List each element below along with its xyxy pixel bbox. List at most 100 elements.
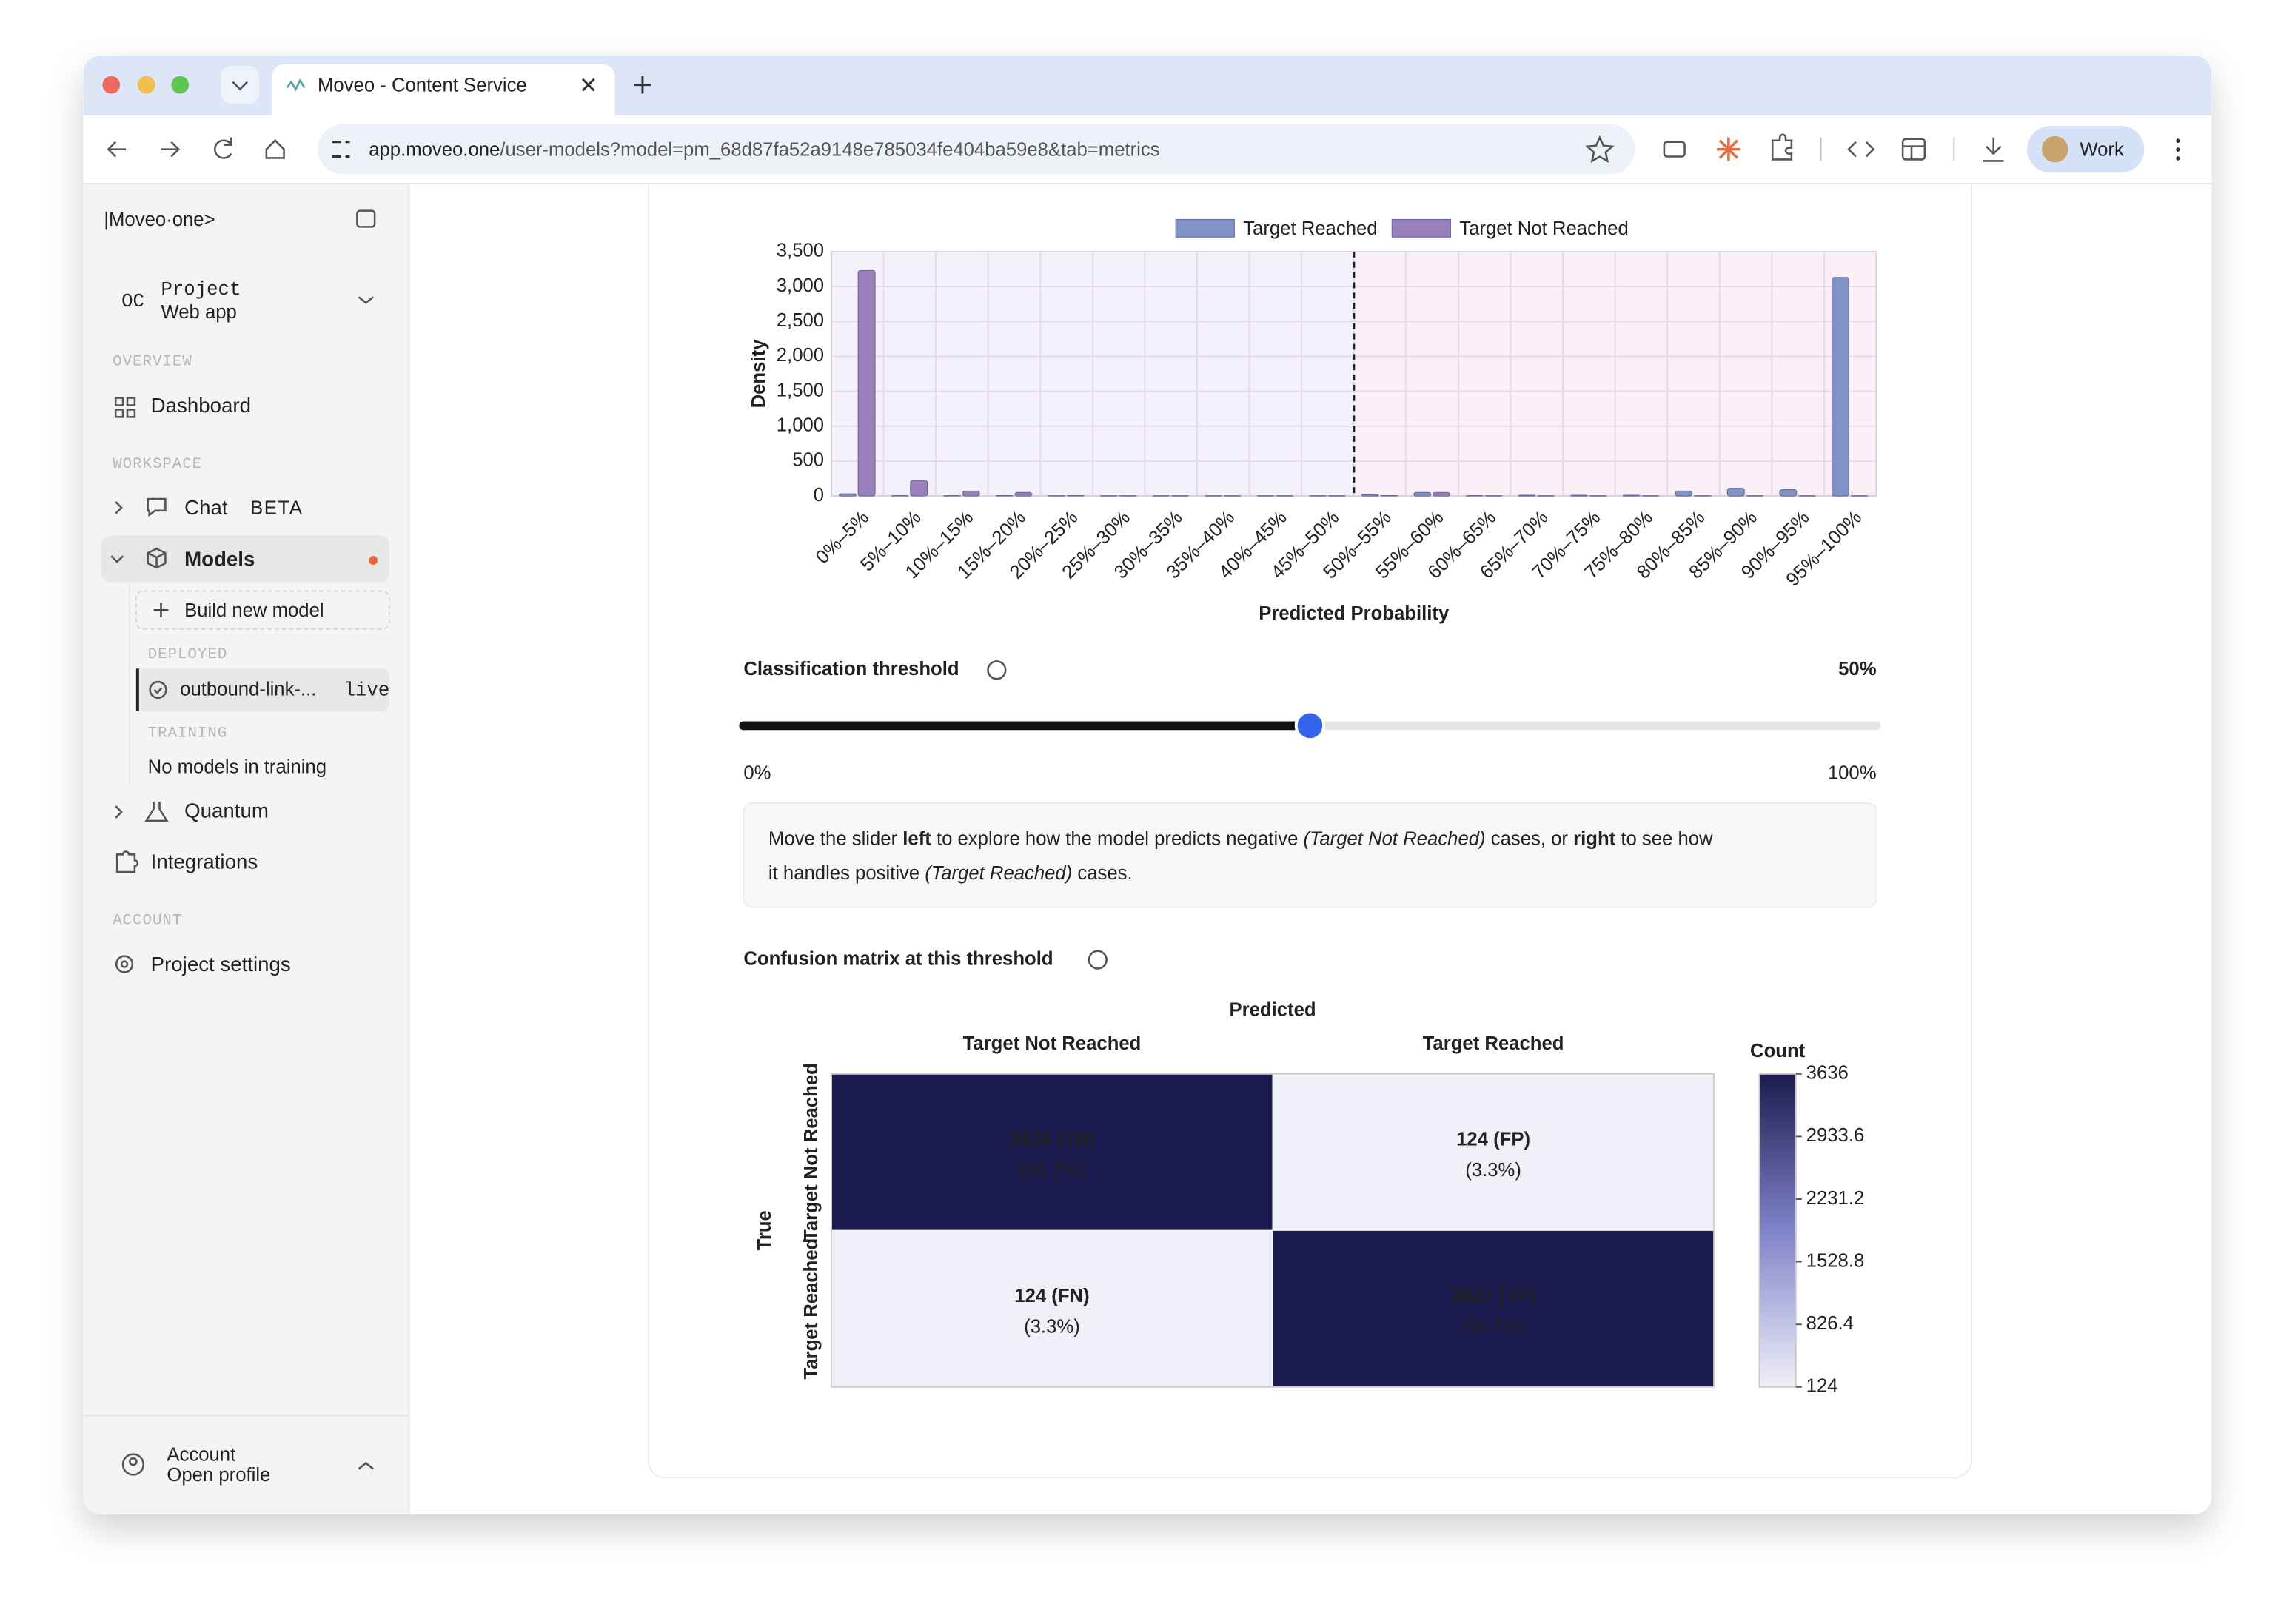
quantum-chevron[interactable] [115, 805, 123, 819]
chat-chevron[interactable] [115, 501, 123, 514]
tab-favicon [286, 78, 306, 92]
downloads-icon[interactable] [1983, 137, 2004, 162]
matrix-frame [830, 1073, 1715, 1388]
deployed-model-name: outbound-link-... [180, 680, 316, 700]
info-segment: Move the slider [768, 828, 902, 849]
cell-percent: (3.3%) [1465, 1160, 1521, 1181]
column-label: Target Not Reached [963, 1033, 1142, 1054]
url[interactable]: app.moveo.one/user-models?model=pm_68d87… [369, 139, 1159, 160]
forward-button[interactable] [161, 141, 181, 158]
build-new-model[interactable] [135, 590, 390, 630]
nav-models-bg [101, 535, 389, 583]
bar [1622, 494, 1641, 497]
info-segment: it handles positive [768, 863, 925, 884]
section-label: ACCOUNT [113, 913, 182, 930]
settings-icon [115, 955, 134, 973]
colorbar-tick-label: 2231.2 [1806, 1188, 1865, 1209]
maximize-window[interactable] [171, 76, 190, 94]
nav-quantum[interactable]: Quantum [184, 799, 269, 822]
quantum-icon [144, 802, 169, 822]
training-empty: No models in training [148, 756, 326, 777]
bar [1570, 494, 1588, 497]
devtools-icon[interactable] [1847, 141, 1875, 158]
logo[interactable]: |Moveo·one> [104, 209, 215, 230]
section-label: TRAINING [148, 725, 228, 742]
account-name[interactable]: Account [167, 1444, 235, 1465]
cell-value: 124 (FN) [1014, 1286, 1089, 1306]
cell-percent: (3.3%) [1024, 1317, 1080, 1338]
slider-handle[interactable] [1294, 710, 1326, 742]
home-button[interactable] [265, 138, 285, 159]
colorbar-tick-label: 826.4 [1806, 1313, 1854, 1334]
profile-name: Work [2080, 139, 2124, 160]
y-tick-label: 1,000 [777, 415, 824, 436]
nav-project-settings[interactable]: Project settings [151, 953, 291, 976]
info-icon[interactable] [1088, 950, 1108, 970]
side-panel-icon[interactable] [1901, 138, 1926, 161]
bar [1675, 490, 1693, 497]
bookmark-star[interactable] [1585, 135, 1615, 164]
side-panel-lines [1903, 145, 1925, 160]
main: 05001,0001,5002,0002,5003,0003,5000%–5%5… [647, 184, 1973, 1479]
site-info[interactable] [332, 141, 350, 158]
info-segment: cases. [1072, 863, 1132, 884]
x-axis-title: Predicted Probability [1259, 603, 1450, 624]
column-label: Target Reached [1423, 1033, 1564, 1054]
project-name[interactable]: Web app [161, 302, 236, 323]
nav-integrations[interactable]: Integrations [151, 850, 258, 873]
active-indicator [135, 668, 139, 711]
tab-list-icon [232, 81, 249, 91]
models-chevron[interactable] [110, 555, 124, 563]
colorbar-tick-label: 2933.6 [1806, 1125, 1865, 1146]
y-tick-label: 0 [814, 485, 824, 506]
nav-chat[interactable]: Chat [184, 496, 228, 519]
threshold-slider[interactable] [739, 710, 1881, 742]
extensions[interactable] [1771, 133, 1793, 161]
matrix-cell [831, 1229, 1273, 1388]
section-label: DEPLOYED [148, 646, 228, 663]
row-label: Target Reached [801, 1238, 822, 1380]
matrix-cell [1272, 1229, 1715, 1388]
address-bar[interactable] [318, 124, 1635, 175]
back-button[interactable] [107, 141, 127, 158]
settings-icon-core [120, 960, 129, 968]
project-chevron[interactable] [358, 296, 374, 304]
models-dot [369, 556, 378, 565]
screenshot-icon[interactable] [1663, 141, 1686, 158]
close-window[interactable] [102, 76, 121, 94]
models-icon [147, 547, 167, 569]
active-tab[interactable] [272, 64, 615, 116]
y-tick-label: 3,000 [777, 275, 824, 296]
info-segment: left [902, 828, 931, 849]
nav-models[interactable]: Models [184, 547, 255, 570]
deployed-model-item[interactable] [135, 668, 389, 711]
colorbar [1758, 1073, 1797, 1388]
y-tick-label: 2,000 [777, 345, 824, 366]
extension-icon[interactable] [1717, 137, 1740, 161]
nav-dashboard[interactable]: Dashboard [151, 394, 251, 417]
tab-list-button[interactable] [221, 65, 259, 104]
reload-button[interactable] [213, 137, 232, 159]
account-chevron[interactable] [358, 1461, 374, 1470]
info-icon[interactable] [987, 660, 1007, 680]
account-icon [121, 1453, 145, 1476]
section-label: OVERVIEW [113, 354, 192, 371]
colorbar-tick-label: 3636 [1806, 1063, 1849, 1084]
minimize-window[interactable] [137, 76, 155, 94]
matrix-title: Confusion matrix at this threshold [743, 948, 1053, 969]
build-new-model-text: Build new model [184, 600, 324, 621]
legend-label: Target Not Reached [1459, 218, 1628, 239]
y-tick-label: 2,500 [777, 310, 824, 331]
legend-label: Target Reached [1243, 218, 1377, 239]
close-tab[interactable] [581, 78, 595, 92]
collapse-sidebar[interactable] [356, 209, 376, 228]
chat-icon [147, 497, 167, 517]
new-tab[interactable] [634, 76, 651, 94]
info-segment: (Target Reached) [925, 863, 1072, 884]
info-segment: (Target Not Reached) [1304, 828, 1486, 849]
beta-badge: BETA [250, 498, 304, 519]
sidebar [83, 184, 409, 1514]
colorbar-tick-label: 124 [1806, 1376, 1838, 1397]
